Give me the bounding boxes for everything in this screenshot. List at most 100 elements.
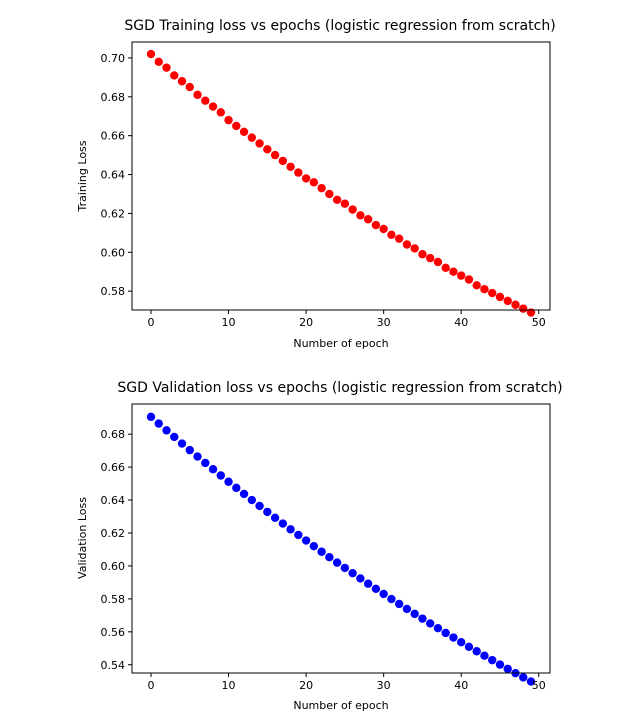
data-point <box>433 257 443 267</box>
data-point <box>325 552 334 562</box>
data-point <box>270 513 280 523</box>
data-point <box>224 477 233 486</box>
data-points <box>146 412 536 686</box>
data-point <box>464 642 474 652</box>
data-point <box>449 267 458 276</box>
data-point <box>286 525 295 534</box>
data-point <box>526 677 536 686</box>
data-point <box>162 426 171 435</box>
data-point <box>340 563 350 573</box>
y-tick-label: 0.62 <box>101 207 126 220</box>
data-point <box>371 584 381 594</box>
data-point <box>356 574 365 583</box>
data-point <box>495 292 505 302</box>
y-tick-label: 0.68 <box>101 91 126 104</box>
data-point <box>208 465 218 474</box>
y-tick-label: 0.58 <box>101 285 126 298</box>
y-tick-label: 0.54 <box>101 659 126 672</box>
y-axis-ticks: 0.58 0.60 0.62 0.64 0.66 0.68 0.70 <box>101 52 132 298</box>
data-point <box>224 115 233 125</box>
y-axis-label: Training Loss <box>76 140 89 212</box>
data-point <box>387 230 396 239</box>
chart-training-loss: SGD Training loss vs epochs (logistic re… <box>76 18 556 350</box>
data-point <box>394 599 404 609</box>
data-point <box>154 419 163 428</box>
data-point <box>278 519 288 528</box>
data-point <box>239 127 249 136</box>
data-point <box>519 304 528 313</box>
x-tick-label: 30 <box>377 679 391 692</box>
data-point <box>317 547 326 556</box>
y-axis-label: Validation Loss <box>76 497 89 579</box>
x-tick-label: 20 <box>299 316 313 329</box>
data-point <box>480 651 489 660</box>
x-tick-label: 30 <box>377 316 391 329</box>
x-tick-label: 40 <box>454 316 468 329</box>
data-point <box>170 432 179 442</box>
data-point <box>402 240 412 249</box>
data-point <box>170 71 179 80</box>
data-point <box>309 541 319 551</box>
data-point <box>201 96 210 105</box>
plot-frame <box>131 41 551 311</box>
data-point <box>488 288 497 298</box>
data-point <box>232 483 241 493</box>
data-point <box>402 604 412 614</box>
data-point <box>185 445 194 455</box>
data-point <box>363 215 373 224</box>
data-point <box>177 77 187 86</box>
y-tick-label: 0.66 <box>101 461 126 474</box>
data-point <box>394 234 404 243</box>
chart-validation-loss: SGD Validation loss vs epochs (logistic … <box>76 380 563 712</box>
data-point <box>301 174 311 183</box>
data-point <box>449 633 458 642</box>
data-point <box>286 162 295 171</box>
data-point <box>340 199 350 208</box>
x-axis-label: Number of epoch <box>293 699 388 712</box>
x-tick-label: 10 <box>222 316 236 329</box>
data-point <box>146 49 156 59</box>
data-point <box>418 250 427 259</box>
data-points <box>146 49 536 317</box>
x-axis-ticks: 0 10 20 30 40 50 <box>148 310 546 329</box>
data-point <box>480 285 489 294</box>
data-point <box>332 195 342 205</box>
data-point <box>247 133 257 142</box>
y-tick-label: 0.68 <box>101 428 126 441</box>
data-point <box>309 178 319 187</box>
data-point <box>511 300 520 309</box>
data-point <box>216 108 225 117</box>
data-point <box>472 281 481 290</box>
y-tick-label: 0.66 <box>101 130 126 143</box>
x-axis-ticks: 0 10 20 30 40 50 <box>148 673 546 692</box>
y-tick-label: 0.64 <box>101 169 126 182</box>
data-point <box>294 168 303 177</box>
data-point <box>294 530 303 540</box>
data-point <box>387 594 396 604</box>
y-tick-label: 0.58 <box>101 593 126 606</box>
data-point <box>472 647 481 656</box>
y-tick-label: 0.70 <box>101 52 126 65</box>
data-point <box>371 220 381 230</box>
y-tick-label: 0.60 <box>101 246 126 259</box>
data-point <box>317 183 326 193</box>
x-tick-label: 50 <box>532 316 546 329</box>
data-point <box>503 296 512 306</box>
data-point <box>495 660 505 669</box>
data-point <box>325 189 334 199</box>
data-point <box>503 664 512 674</box>
data-point <box>433 623 443 633</box>
y-tick-label: 0.64 <box>101 494 126 507</box>
data-point <box>162 63 171 72</box>
data-point <box>410 244 419 253</box>
data-point <box>185 82 194 92</box>
data-point <box>239 489 249 499</box>
data-point <box>247 495 257 505</box>
data-point <box>410 609 419 619</box>
data-point <box>193 452 202 461</box>
data-point <box>441 628 450 638</box>
data-point <box>356 211 365 220</box>
plot-frame <box>131 403 551 674</box>
x-tick-label: 40 <box>454 679 468 692</box>
